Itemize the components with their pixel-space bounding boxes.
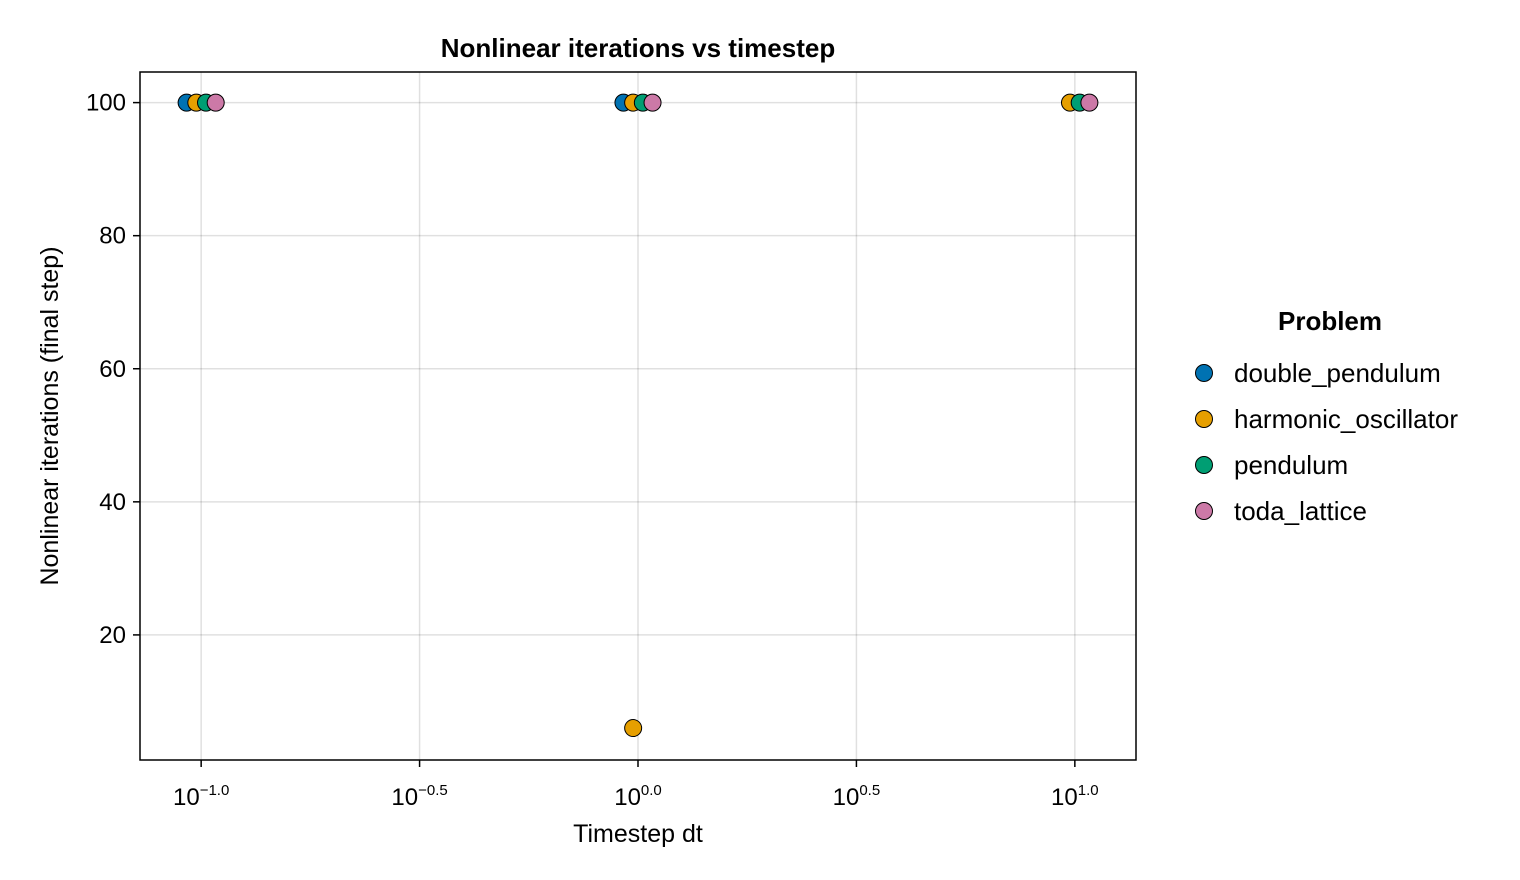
legend-items: double_pendulum harmonic_oscillatorpendul… <box>1195 358 1458 526</box>
y-tick-label: 60 <box>99 356 126 383</box>
x-axis: 10−1.0 10−0.5 100.0 100.5 101.0 <box>173 760 1099 811</box>
x-tick-label: 10−1.0 <box>173 782 229 811</box>
y-tick-label: 20 <box>99 622 126 649</box>
chart-title: Nonlinear iterations vs timestep <box>441 33 835 63</box>
y-tick-label: 100 <box>86 90 126 117</box>
legend-item-pendulum: pendulum <box>1195 450 1348 480</box>
data-point-toda_lattice <box>206 93 225 112</box>
data-points <box>177 93 1099 738</box>
legend-item-harmonic_oscillator: harmonic_oscillator <box>1195 404 1458 434</box>
legend-label: double_pendulum <box>1234 358 1441 388</box>
legend-item-toda_lattice: toda_lattice <box>1195 496 1367 526</box>
data-point-toda_lattice <box>1080 93 1099 112</box>
legend-label: toda_lattice <box>1234 496 1367 526</box>
y-tick-label: 40 <box>99 489 126 516</box>
legend-title: Problem <box>1278 306 1382 336</box>
x-tick-label: 10−0.5 <box>391 782 447 811</box>
legend-label: harmonic_oscillator <box>1234 404 1458 434</box>
x-tick-label: 100.0 <box>614 782 662 811</box>
legend-marker <box>1195 456 1213 474</box>
data-point-toda_lattice <box>643 93 662 112</box>
legend-marker <box>1195 502 1213 520</box>
x-axis-label: Timestep dt <box>573 820 703 848</box>
y-tick-label: 80 <box>99 223 126 250</box>
legend-marker <box>1195 410 1213 428</box>
data-point-harmonic_oscillator <box>624 719 643 738</box>
y-axis: 20 40 60 80 100 <box>86 90 140 649</box>
legend-label: pendulum <box>1234 450 1348 480</box>
x-tick-label: 101.0 <box>1051 782 1099 811</box>
legend: Problem double_pendulum harmonic_oscillat… <box>1195 306 1458 526</box>
legend-marker <box>1195 364 1213 382</box>
x-tick-label: 100.5 <box>833 782 881 811</box>
grid <box>140 72 1136 760</box>
y-axis-label: Nonlinear iterations (final step) <box>36 246 64 585</box>
legend-item-double_pendulum: double_pendulum <box>1195 358 1441 388</box>
